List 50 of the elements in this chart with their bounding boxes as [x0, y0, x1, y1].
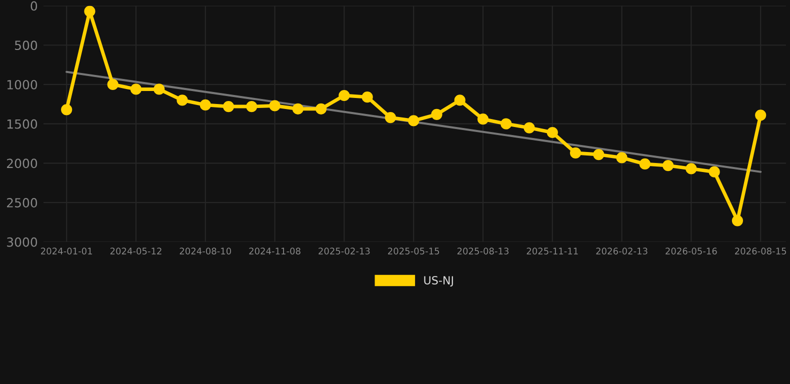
- y-tick-label: 0: [30, 1, 38, 11]
- x-tick-label: 2025-11-11: [526, 248, 578, 254]
- point: [176, 94, 188, 106]
- point: [524, 122, 535, 134]
- point: [316, 103, 327, 114]
- x-tick-label: 2026-08-15: [735, 248, 786, 254]
- x-tick-label: 2024-11-08: [249, 248, 300, 254]
- point: [546, 126, 558, 138]
- y-tick-label: 2500: [7, 198, 38, 208]
- point: [107, 78, 118, 90]
- y-tick-label: 1500: [7, 119, 38, 129]
- point: [755, 110, 766, 121]
- point: [200, 99, 211, 111]
- point: [593, 148, 604, 160]
- y-tick-label: 2000: [7, 158, 38, 168]
- point: [338, 90, 350, 102]
- x-tick-label: 2024-08-10: [180, 248, 232, 254]
- x-tick-label: 2025-08-13: [457, 248, 509, 254]
- legend-label: US-NJ: [424, 276, 453, 287]
- y-tick-label: 500: [15, 40, 38, 50]
- point: [431, 108, 442, 120]
- point: [662, 160, 674, 172]
- point: [292, 103, 304, 114]
- point: [570, 147, 582, 159]
- x-tick-label: 2024-05-12: [110, 248, 162, 254]
- y-tick-label: 1000: [7, 80, 38, 90]
- point: [708, 166, 720, 178]
- x-tick-label: 2026-05-16: [666, 248, 717, 254]
- x-tick-label: 2026-02-13: [596, 248, 648, 254]
- y-tick-label: 3000: [7, 237, 38, 247]
- point: [269, 100, 280, 112]
- point: [639, 158, 650, 170]
- point: [686, 163, 697, 174]
- point: [732, 215, 744, 226]
- point: [84, 6, 96, 17]
- point: [130, 84, 142, 95]
- point: [500, 118, 512, 130]
- x-tick-label: 2025-02-13: [318, 248, 370, 254]
- point: [362, 92, 373, 103]
- point: [477, 114, 489, 125]
- point: [454, 94, 466, 106]
- point: [246, 100, 258, 112]
- x-tick-label: 2025-05-15: [388, 248, 440, 254]
- point: [408, 115, 420, 126]
- point: [616, 152, 628, 164]
- point: [154, 84, 165, 95]
- point: [222, 100, 234, 112]
- x-tick-label: 2024-01-01: [41, 248, 92, 254]
- point: [61, 104, 72, 116]
- point: [384, 112, 396, 124]
